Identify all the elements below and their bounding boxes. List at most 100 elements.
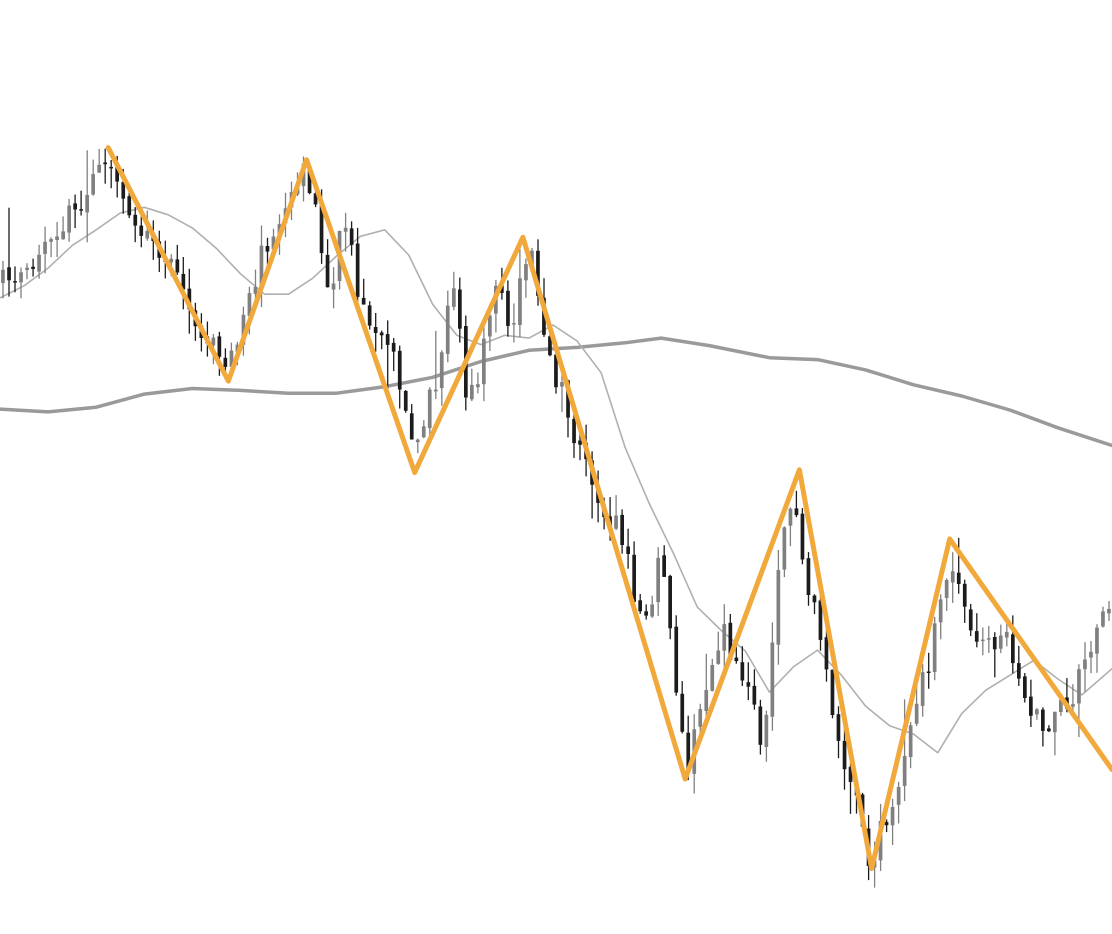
- candle: [49, 237, 53, 258]
- candle-body: [806, 558, 811, 595]
- candle-body: [638, 600, 642, 612]
- candle: [79, 190, 83, 216]
- candle-body: [824, 637, 829, 670]
- candle: [992, 632, 997, 678]
- candle: [13, 266, 17, 293]
- candle: [325, 239, 330, 288]
- candle: [458, 277, 462, 343]
- candle: [644, 604, 648, 620]
- candle-body: [121, 182, 126, 199]
- candle-body: [427, 389, 432, 429]
- candle: [43, 226, 47, 274]
- candle: [512, 303, 516, 343]
- candle: [1095, 624, 1099, 673]
- candle: [409, 404, 414, 440]
- candle: [421, 420, 426, 439]
- zigzag-line: [105, 145, 1112, 872]
- candle-body: [259, 245, 264, 289]
- candle-body: [1101, 611, 1105, 627]
- candle: [391, 338, 396, 372]
- candle-body: [746, 682, 751, 687]
- candle: [896, 781, 901, 824]
- candle: [91, 159, 95, 196]
- candle-body: [830, 669, 835, 715]
- candle: [1047, 725, 1051, 733]
- candle: [716, 631, 721, 665]
- candle: [734, 645, 739, 664]
- candle-body: [848, 766, 853, 782]
- candle-body: [67, 205, 71, 233]
- candle-body: [1047, 728, 1051, 732]
- candle-body: [37, 254, 41, 272]
- candle: [1004, 623, 1009, 647]
- candle: [782, 526, 787, 578]
- candle: [55, 221, 59, 258]
- candle: [746, 662, 751, 701]
- candle: [439, 350, 444, 406]
- candle-body: [241, 314, 246, 345]
- candle-body: [470, 384, 474, 400]
- candle: [109, 160, 113, 189]
- candle-body: [548, 336, 552, 356]
- candle-body: [187, 288, 192, 310]
- candle-body: [85, 195, 89, 213]
- candle: [620, 509, 624, 554]
- candle: [85, 150, 89, 243]
- candle-body: [488, 315, 492, 337]
- candle: [722, 604, 727, 668]
- candle-body: [560, 382, 564, 387]
- candle-body: [476, 384, 480, 388]
- candle: [980, 627, 985, 656]
- candle-body: [818, 600, 823, 640]
- candle: [19, 267, 23, 299]
- candle-body: [530, 250, 534, 266]
- candle: [950, 552, 955, 603]
- candle: [776, 550, 781, 665]
- candle: [506, 280, 510, 337]
- candle-body: [578, 440, 582, 445]
- candle-body: [421, 426, 426, 438]
- candle: [349, 221, 354, 256]
- candle: [181, 257, 186, 310]
- candle: [626, 528, 630, 569]
- candle-body: [265, 246, 270, 252]
- candle: [998, 624, 1003, 654]
- candle: [97, 148, 101, 174]
- candle-body: [73, 203, 77, 210]
- candle-body: [920, 672, 925, 706]
- candle-body: [397, 350, 402, 390]
- candle-body: [842, 740, 847, 770]
- candle: [470, 368, 474, 402]
- candle-body: [710, 665, 715, 691]
- candle-body: [49, 239, 53, 242]
- candle: [1053, 711, 1057, 756]
- candle-body: [788, 508, 793, 526]
- candle: [67, 198, 71, 242]
- candle-body: [452, 288, 456, 307]
- candle: [884, 819, 889, 833]
- candle-body: [1083, 659, 1087, 670]
- candle: [373, 313, 378, 352]
- candle-body: [97, 164, 101, 173]
- candle: [524, 258, 528, 298]
- candle: [710, 658, 715, 692]
- candle-body: [704, 690, 709, 711]
- candle: [968, 603, 973, 637]
- ma-fast-line: [0, 206, 1112, 754]
- candle-body: [944, 580, 949, 598]
- candle-body: [331, 283, 336, 290]
- candle-body: [439, 352, 444, 389]
- candle-body: [566, 380, 570, 418]
- candle-body: [800, 513, 805, 560]
- candle-body: [680, 693, 685, 732]
- candle: [331, 267, 336, 309]
- candle: [452, 271, 456, 311]
- candle-body: [403, 390, 408, 411]
- candle-body: [674, 626, 679, 693]
- candle-body: [626, 546, 630, 554]
- candle-body: [55, 236, 59, 240]
- candle-body: [31, 266, 35, 269]
- candle-body: [938, 599, 943, 623]
- candle-body: [175, 259, 180, 273]
